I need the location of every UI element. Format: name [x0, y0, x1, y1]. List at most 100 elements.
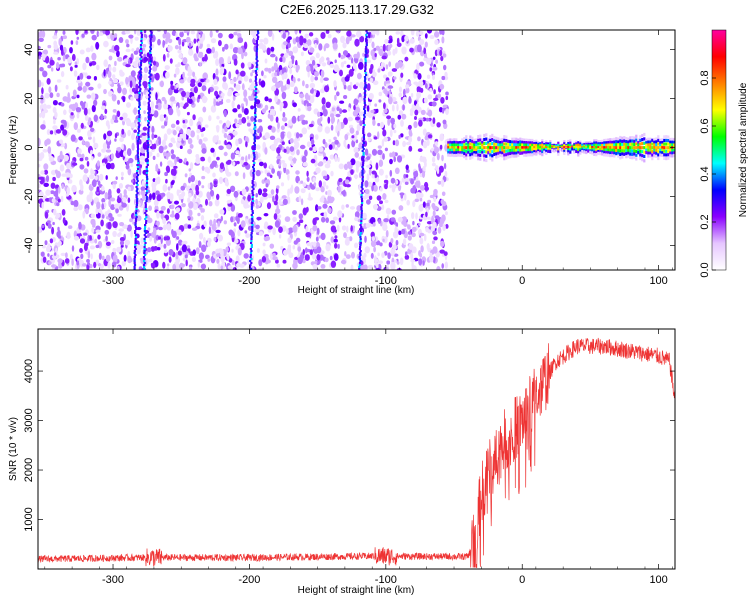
spectrogram-band-cell — [463, 143, 466, 147]
spectrogram-noise-cell — [366, 164, 371, 168]
spectrogram-noise-cell — [103, 115, 107, 119]
spectrogram-noise-cell — [59, 139, 64, 144]
spectrogram-band-cell — [517, 151, 520, 155]
spectrogram-band-cell — [659, 146, 662, 150]
spectrogram-noise-cell — [300, 188, 306, 194]
spectrogram-noise-cell — [357, 72, 362, 80]
spectrogram-noise-cell — [437, 226, 442, 234]
spectrogram-noise-cell — [270, 46, 275, 52]
spectrogram-streak-cell — [362, 138, 366, 140]
spectrogram-noise-cell — [42, 103, 47, 111]
spectrogram-noise-cell — [186, 36, 191, 43]
spectrogram-streak-cell — [253, 170, 256, 172]
spectrogram-noise-cell — [436, 152, 440, 161]
spectrogram-noise-cell — [39, 113, 42, 118]
spectrogram-streak-cell — [361, 184, 364, 186]
spectrogram-band-cell — [479, 157, 482, 161]
spectrogram-noise-cell — [295, 170, 300, 175]
spectrogram-noise-cell — [391, 151, 396, 158]
spectrogram-streak-cell — [252, 178, 255, 180]
spectrogram-band-cell — [567, 150, 570, 154]
spectrogram-band-cell — [597, 142, 600, 146]
spectrogram-streak-cell — [255, 46, 258, 48]
spectrogram-noise-cell — [218, 90, 222, 95]
spectrogram-noise-cell — [400, 72, 404, 78]
spectrogram-band-cell — [549, 149, 552, 154]
spectrogram-noise-cell — [380, 121, 384, 129]
spectrogram-band-cell — [509, 146, 512, 150]
spectrogram-noise-cell — [204, 166, 210, 173]
spectrogram-noise-cell — [322, 152, 326, 158]
spectrogram-band-cell — [477, 142, 480, 146]
spectrogram-noise-cell — [41, 202, 44, 209]
spectrogram-noise-cell — [308, 123, 314, 128]
spectrogram-band-cell — [653, 143, 656, 147]
spectrogram-band-cell — [453, 151, 456, 155]
spectrogram-noise-cell — [364, 180, 369, 188]
spectrogram-noise-cell — [243, 253, 249, 259]
spectrogram-noise-cell — [183, 157, 188, 163]
spectrogram-band-cell — [537, 141, 540, 145]
spectrogram-band-cell — [617, 151, 620, 155]
spectrogram-noise-cell — [373, 47, 377, 52]
spectrogram-noise-cell — [70, 40, 74, 45]
spectrogram-streak-cell — [363, 102, 366, 104]
spectrogram-band-cell — [625, 143, 628, 147]
spectrogram-noise-cell — [133, 93, 140, 99]
spectrogram-streak-cell — [363, 76, 367, 78]
spectrogram-noise-cell — [114, 138, 117, 142]
spectrogram-noise-cell — [375, 45, 381, 51]
spectrogram-noise-cell — [282, 100, 288, 109]
spectrogram-noise-cell — [187, 197, 191, 204]
spectrogram-streak-cell — [145, 200, 148, 202]
spectrogram-noise-cell — [378, 218, 381, 224]
spectrogram-noise-cell — [402, 142, 406, 147]
spectrogram-streak-cell — [140, 38, 143, 40]
spectrogram-band-cell — [569, 141, 572, 145]
spectrogram-noise-cell — [190, 130, 196, 138]
spectrogram-noise-cell — [162, 184, 168, 192]
spectrogram-noise-cell — [225, 160, 232, 165]
spectrogram-band-cell — [629, 139, 632, 143]
spectrogram-noise-cell — [280, 125, 285, 131]
spectrogram-noise-cell — [396, 37, 400, 45]
spectrogram-noise-cell — [303, 43, 309, 49]
spectrogram-noise-cell — [314, 43, 317, 49]
spectrogram-noise-cell — [398, 205, 404, 211]
spectrogram-noise-cell — [287, 237, 292, 244]
spectrogram-noise-cell — [207, 258, 211, 262]
spectrogram-noise-cell — [367, 132, 372, 138]
spectrogram-noise-cell — [162, 39, 165, 48]
spectrogram-noise-cell — [320, 264, 326, 269]
spectrogram-noise-cell — [108, 188, 112, 197]
spectrogram-band-cell — [663, 149, 666, 153]
spectrogram-band-cell — [545, 148, 548, 152]
spectrogram-band-cell — [643, 141, 646, 145]
spectrogram-band-cell — [515, 154, 518, 158]
spectrogram-noise-cell — [433, 196, 437, 202]
spectrogram-streak-cell — [363, 88, 366, 90]
spectrogram-noise-cell — [317, 111, 321, 118]
spectrogram-noise-cell — [91, 169, 96, 175]
spectrogram-noise-cell — [271, 33, 275, 41]
spectrogram-band-cell — [451, 148, 454, 152]
spectrogram-noise-cell — [192, 203, 198, 210]
spectrogram-noise-cell — [434, 141, 439, 146]
spectrogram-noise-cell — [39, 152, 45, 159]
spectrogram-streak-cell — [361, 182, 364, 184]
spectrogram-noise-cell — [374, 176, 380, 183]
spectrogram-noise-cell — [318, 146, 324, 152]
spectrogram-noise-cell — [269, 163, 273, 169]
spectrogram-noise-cell — [359, 36, 365, 43]
spectrogram-noise-cell — [414, 198, 420, 203]
spectrogram-band-cell — [623, 152, 626, 156]
spectrogram-noise-cell — [285, 146, 290, 154]
spectrogram-streak-cell — [359, 242, 362, 244]
spectrogram-band-cell — [529, 138, 532, 143]
spectrogram-noise-cell — [418, 163, 421, 169]
spectrogram-noise-cell — [70, 200, 75, 206]
spectrogram-streak-cell — [251, 218, 254, 220]
spectrogram-noise-cell — [227, 254, 230, 261]
spectrogram-band-cell — [575, 146, 578, 150]
spectrogram-streak-cell — [254, 86, 257, 88]
